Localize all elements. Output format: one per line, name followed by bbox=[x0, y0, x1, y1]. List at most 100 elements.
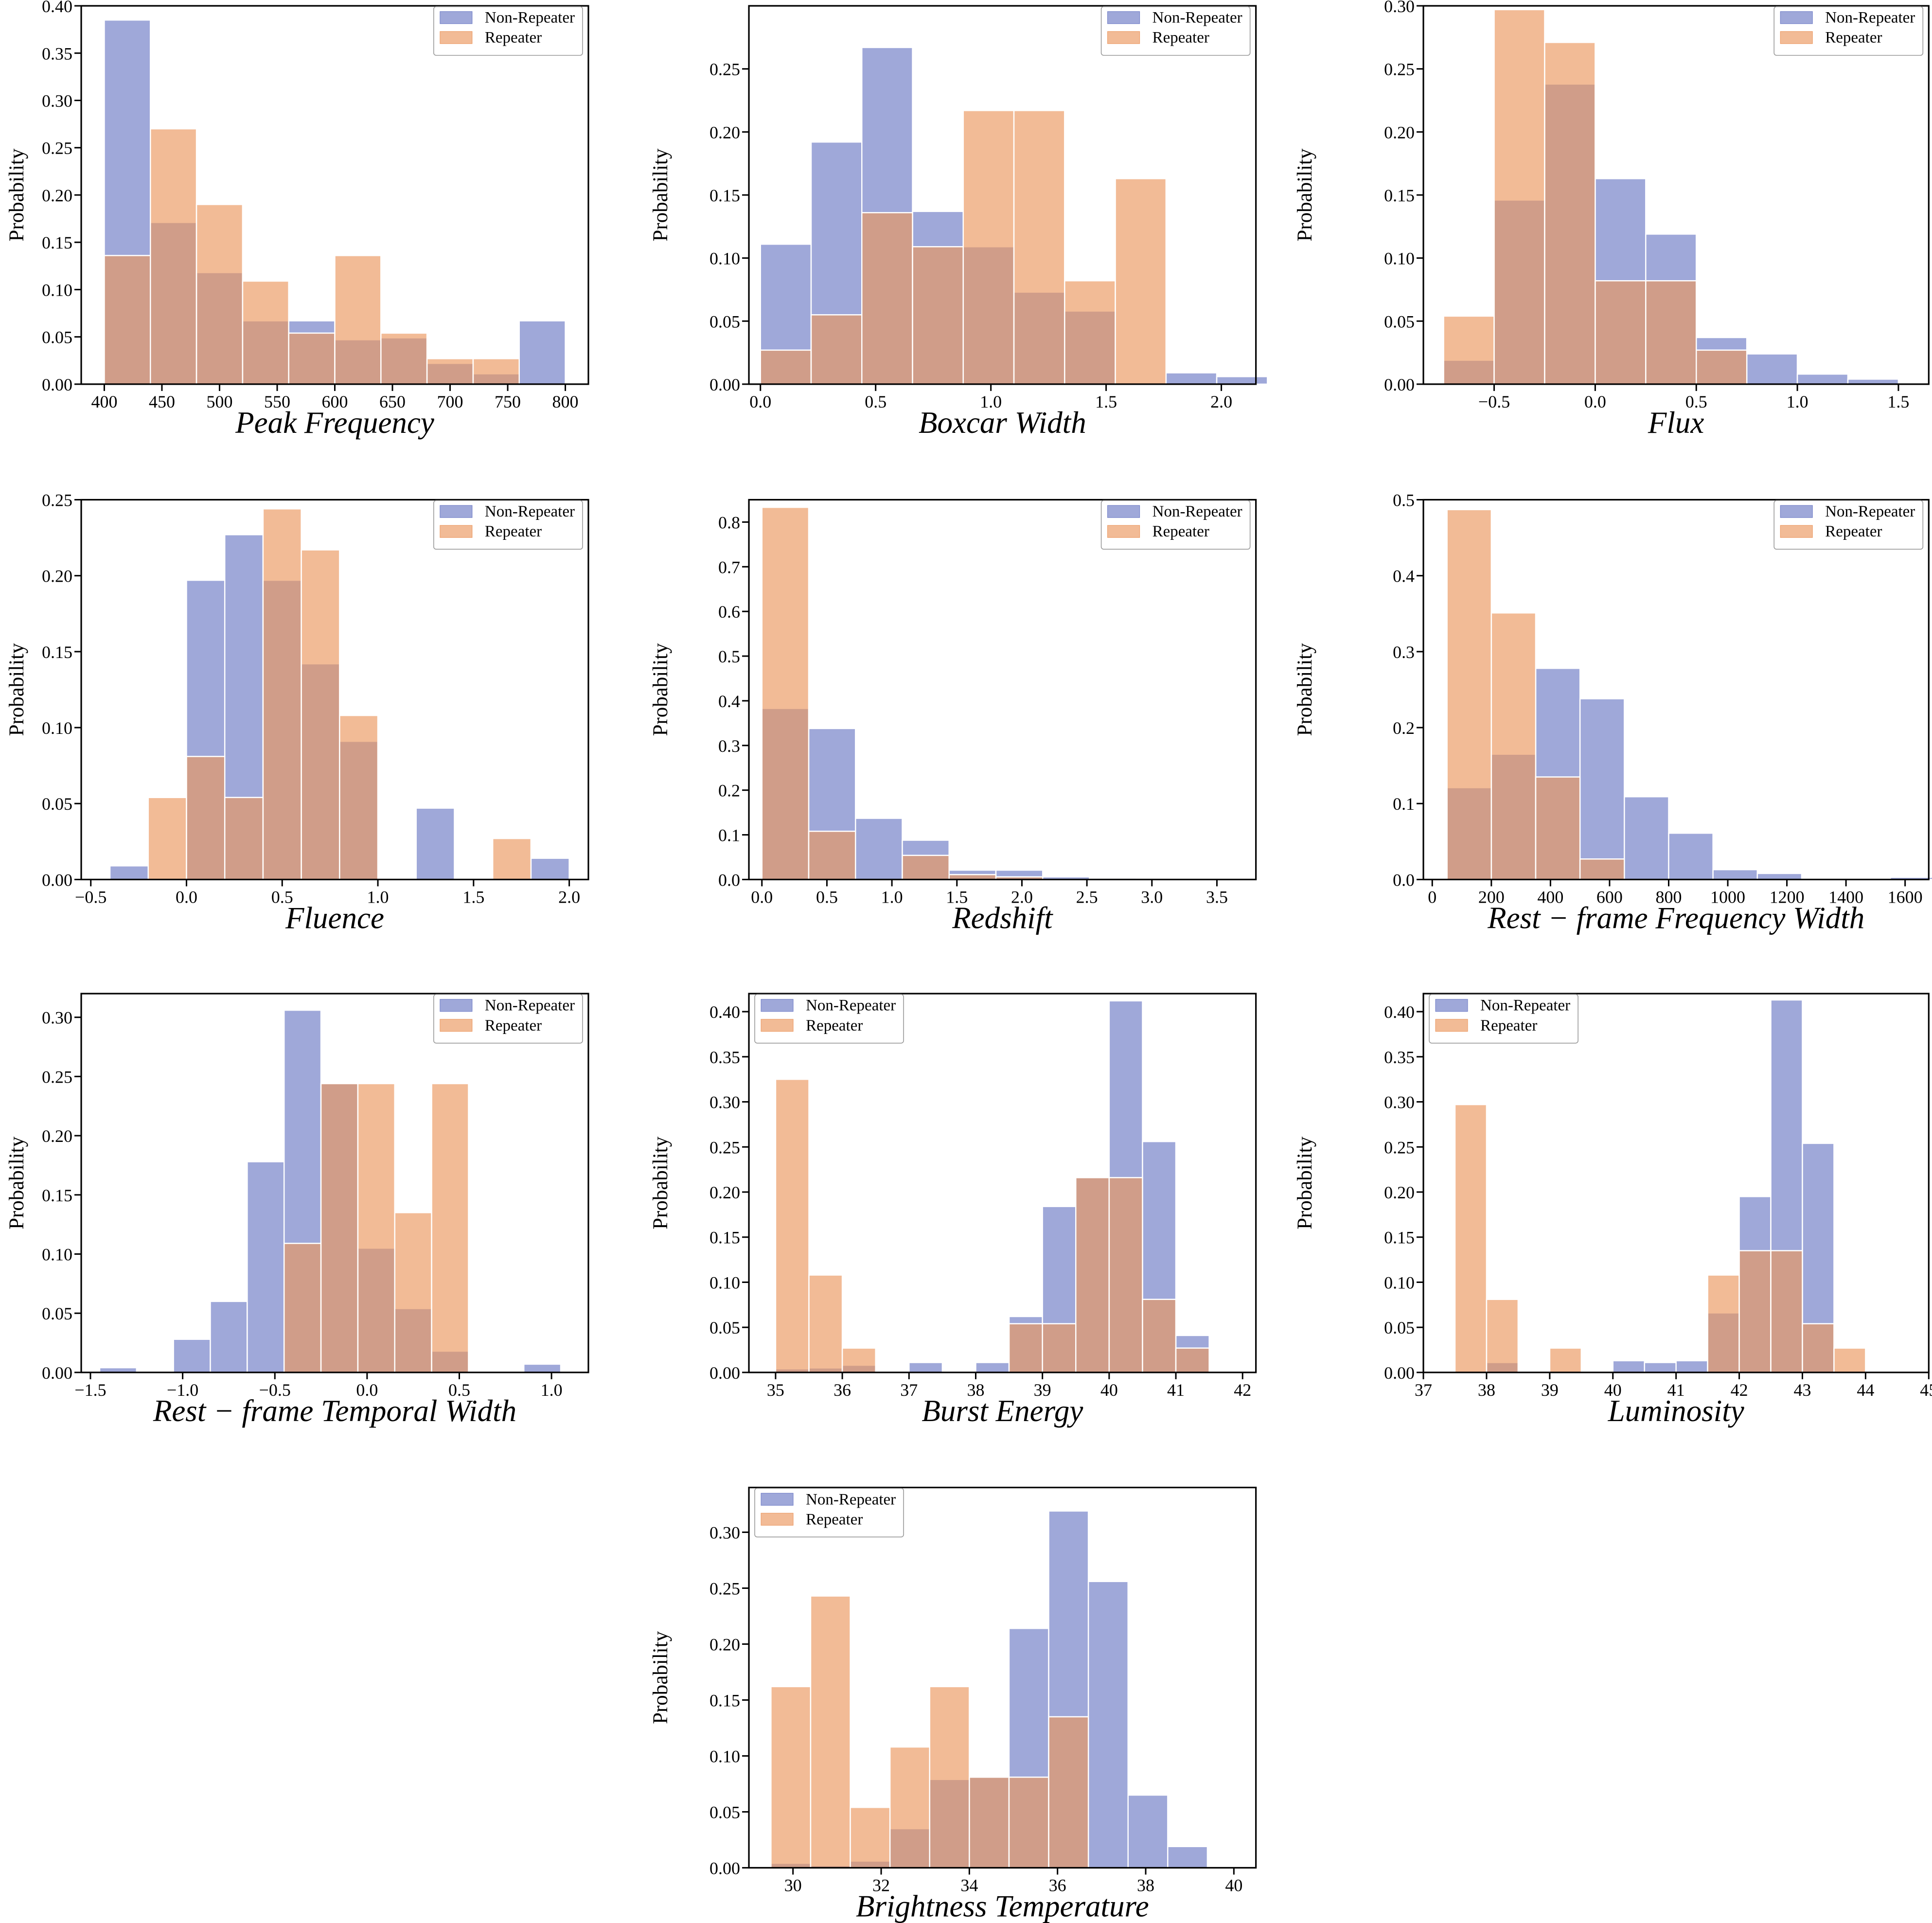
svg-text:Non-Repeater: Non-Repeater bbox=[1825, 9, 1915, 27]
svg-text:30: 30 bbox=[784, 1875, 802, 1895]
svg-text:0.15: 0.15 bbox=[709, 186, 740, 205]
svg-text:0.5: 0.5 bbox=[816, 887, 838, 907]
svg-text:44: 44 bbox=[1857, 1380, 1874, 1400]
svg-text:37: 37 bbox=[1415, 1380, 1432, 1400]
svg-text:1.0: 1.0 bbox=[1786, 392, 1808, 411]
svg-text:36: 36 bbox=[833, 1380, 851, 1400]
svg-text:0: 0 bbox=[1428, 887, 1436, 907]
svg-text:42: 42 bbox=[1234, 1380, 1252, 1400]
svg-text:0.0: 0.0 bbox=[1584, 392, 1606, 411]
svg-text:Repeater: Repeater bbox=[485, 1017, 542, 1034]
svg-text:Probability: Probability bbox=[649, 1136, 672, 1229]
svg-text:Repeater: Repeater bbox=[1152, 29, 1209, 47]
svg-text:Rest − frame Frequency Width: Rest − frame Frequency Width bbox=[1487, 901, 1864, 935]
svg-text:Peak Frequency: Peak Frequency bbox=[235, 406, 434, 440]
svg-text:38: 38 bbox=[1478, 1380, 1495, 1400]
svg-text:1600: 1600 bbox=[1887, 887, 1922, 907]
svg-text:0.5: 0.5 bbox=[718, 647, 740, 666]
svg-text:Non-Repeater: Non-Repeater bbox=[806, 1491, 896, 1508]
svg-text:0.4: 0.4 bbox=[718, 691, 740, 711]
svg-text:0.25: 0.25 bbox=[709, 60, 740, 79]
svg-text:0.25: 0.25 bbox=[709, 1138, 740, 1157]
svg-text:0.2: 0.2 bbox=[718, 781, 740, 800]
svg-text:0.20: 0.20 bbox=[42, 1126, 72, 1146]
svg-text:Boxcar Width: Boxcar Width bbox=[919, 406, 1086, 440]
svg-text:0.05: 0.05 bbox=[709, 312, 740, 331]
svg-text:3.0: 3.0 bbox=[1141, 887, 1163, 907]
svg-text:0.25: 0.25 bbox=[1384, 1138, 1415, 1157]
svg-text:Flux: Flux bbox=[1648, 406, 1704, 440]
svg-text:Non-Repeater: Non-Repeater bbox=[485, 997, 575, 1015]
svg-text:Brightness Temperature: Brightness Temperature bbox=[856, 1889, 1149, 1923]
svg-text:2.5: 2.5 bbox=[1076, 887, 1098, 907]
svg-text:Repeater: Repeater bbox=[485, 29, 542, 47]
svg-text:40: 40 bbox=[1225, 1875, 1243, 1895]
svg-text:Non-Repeater: Non-Repeater bbox=[485, 9, 575, 27]
svg-text:2.0: 2.0 bbox=[1210, 392, 1232, 411]
svg-text:0.05: 0.05 bbox=[1384, 1318, 1415, 1337]
svg-text:Probability: Probability bbox=[649, 148, 672, 242]
svg-text:1.5: 1.5 bbox=[1095, 392, 1117, 411]
svg-text:0.10: 0.10 bbox=[42, 1245, 72, 1264]
svg-text:Probability: Probability bbox=[1294, 1136, 1316, 1229]
svg-text:0.25: 0.25 bbox=[42, 1067, 72, 1086]
svg-text:Repeater: Repeater bbox=[806, 1017, 863, 1034]
svg-text:0.4: 0.4 bbox=[1393, 566, 1415, 586]
svg-text:0.10: 0.10 bbox=[709, 1746, 740, 1766]
svg-text:0.15: 0.15 bbox=[42, 642, 72, 661]
svg-text:0.00: 0.00 bbox=[42, 375, 72, 394]
svg-text:Probability: Probability bbox=[5, 642, 28, 736]
svg-text:0.1: 0.1 bbox=[718, 825, 740, 845]
svg-text:0.10: 0.10 bbox=[709, 1273, 740, 1292]
svg-text:450: 450 bbox=[149, 392, 175, 411]
svg-text:0.05: 0.05 bbox=[42, 328, 72, 347]
svg-text:0.30: 0.30 bbox=[709, 1523, 740, 1542]
svg-text:0.05: 0.05 bbox=[1384, 312, 1415, 331]
svg-text:0.15: 0.15 bbox=[42, 233, 72, 252]
svg-text:800: 800 bbox=[552, 392, 579, 411]
svg-text:0.00: 0.00 bbox=[42, 870, 72, 890]
svg-text:1.5: 1.5 bbox=[1887, 392, 1909, 411]
svg-text:0.5: 0.5 bbox=[865, 392, 887, 411]
svg-text:Repeater: Repeater bbox=[806, 1511, 863, 1528]
svg-text:0.3: 0.3 bbox=[718, 736, 740, 755]
svg-text:Probability: Probability bbox=[5, 1136, 28, 1229]
svg-text:Rest − frame Temporal Width: Rest − frame Temporal Width bbox=[153, 1394, 516, 1428]
svg-text:0.35: 0.35 bbox=[1384, 1048, 1415, 1067]
svg-text:0.05: 0.05 bbox=[42, 794, 72, 814]
svg-text:0.25: 0.25 bbox=[709, 1579, 740, 1598]
svg-text:Probability: Probability bbox=[649, 642, 672, 736]
svg-text:37: 37 bbox=[901, 1380, 918, 1400]
svg-text:0.5: 0.5 bbox=[1393, 490, 1415, 510]
svg-text:Non-Repeater: Non-Repeater bbox=[1152, 503, 1242, 520]
svg-text:0.40: 0.40 bbox=[709, 1002, 740, 1022]
svg-text:Probability: Probability bbox=[5, 148, 28, 242]
svg-text:2.0: 2.0 bbox=[558, 887, 580, 907]
svg-text:0.15: 0.15 bbox=[1384, 186, 1415, 205]
svg-text:0.3: 0.3 bbox=[1393, 642, 1415, 661]
svg-text:Repeater: Repeater bbox=[1825, 29, 1882, 47]
svg-text:0.40: 0.40 bbox=[42, 0, 72, 16]
svg-text:Probability: Probability bbox=[1294, 642, 1316, 736]
svg-text:0.20: 0.20 bbox=[1384, 123, 1415, 142]
svg-text:0.00: 0.00 bbox=[709, 375, 740, 394]
svg-text:0.10: 0.10 bbox=[1384, 249, 1415, 268]
svg-text:43: 43 bbox=[1793, 1380, 1811, 1400]
svg-text:0.20: 0.20 bbox=[42, 186, 72, 205]
svg-text:Non-Repeater: Non-Repeater bbox=[1152, 9, 1242, 27]
svg-text:Fluence: Fluence bbox=[285, 901, 384, 935]
svg-text:−0.5: −0.5 bbox=[1478, 392, 1510, 411]
svg-text:0.20: 0.20 bbox=[709, 1183, 740, 1202]
svg-text:0.35: 0.35 bbox=[709, 1048, 740, 1067]
svg-text:Non-Repeater: Non-Repeater bbox=[806, 997, 896, 1015]
svg-text:0.15: 0.15 bbox=[1384, 1228, 1415, 1247]
svg-text:Non-Repeater: Non-Repeater bbox=[485, 503, 575, 520]
svg-text:−1.5: −1.5 bbox=[74, 1380, 106, 1400]
svg-text:0.30: 0.30 bbox=[42, 1008, 72, 1028]
svg-text:0.0: 0.0 bbox=[176, 887, 197, 907]
svg-text:0.40: 0.40 bbox=[1384, 1002, 1415, 1022]
svg-text:35: 35 bbox=[767, 1380, 784, 1400]
svg-text:Repeater: Repeater bbox=[1825, 523, 1882, 540]
svg-text:0.00: 0.00 bbox=[1384, 375, 1415, 394]
svg-text:0.20: 0.20 bbox=[42, 566, 72, 586]
